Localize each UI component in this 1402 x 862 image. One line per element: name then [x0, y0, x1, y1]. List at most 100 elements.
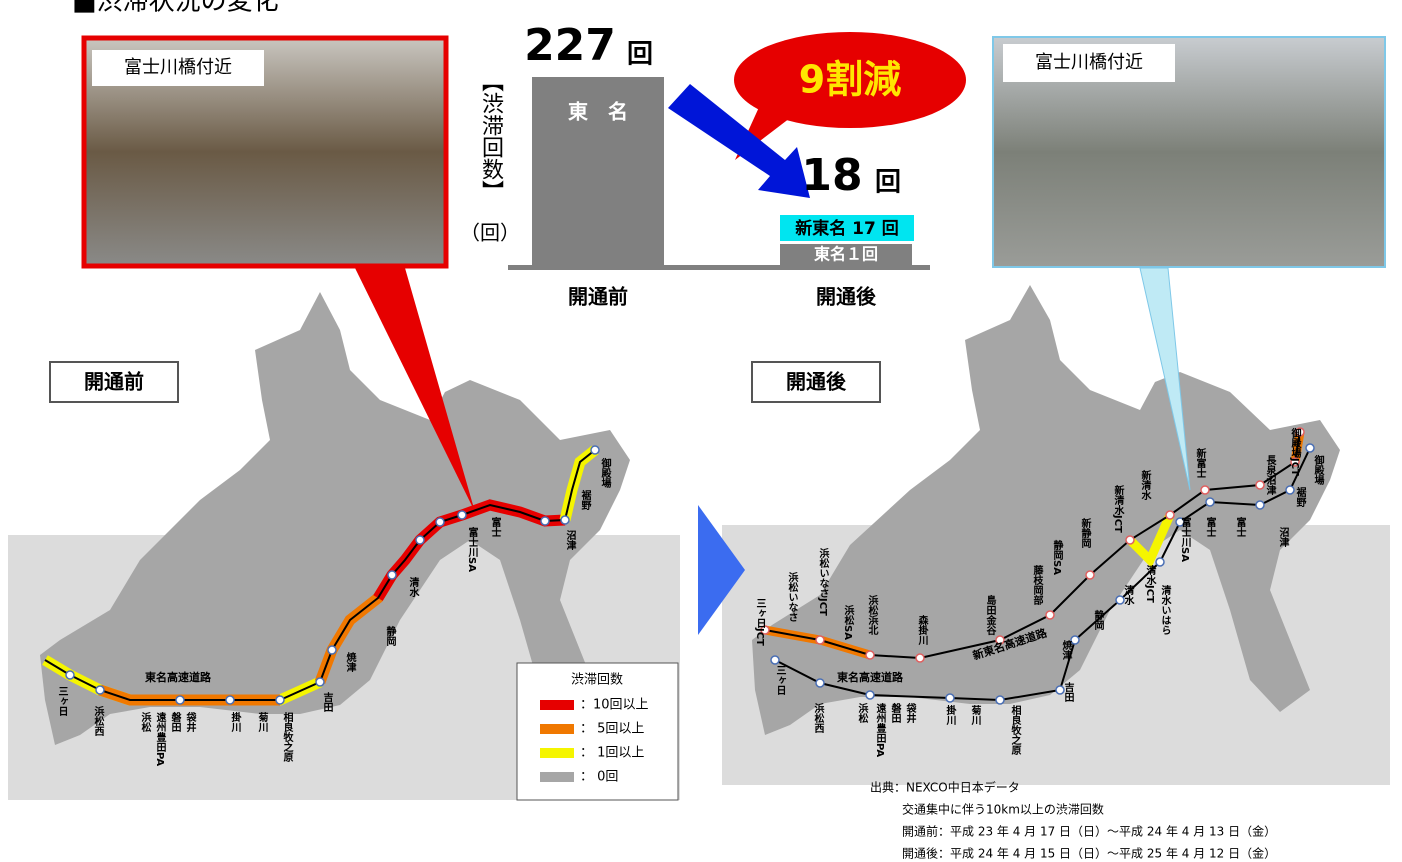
legend-swatch — [540, 772, 574, 782]
station-dot — [1255, 500, 1265, 510]
station-dot — [590, 445, 600, 455]
station-label: 浜松西 — [92, 705, 104, 737]
station-dot — [760, 625, 770, 635]
label-box — [780, 215, 914, 241]
station-dot — [1290, 457, 1300, 467]
station-label: 長泉沼津 — [1264, 455, 1277, 496]
legend-swatch — [540, 724, 574, 734]
station-label: 新静岡 — [1079, 517, 1091, 549]
source-line: 出典：NEXCO中日本データ — [870, 780, 1020, 795]
station-dot — [315, 677, 325, 687]
station-dot — [457, 510, 467, 520]
station-label: 裾野 — [579, 489, 591, 511]
page-title: ■渋滞状況の変化 — [72, 0, 279, 17]
x-tick-label: 開通後 — [816, 285, 877, 309]
unit-label: 回 — [627, 40, 653, 70]
road — [774, 447, 1311, 702]
x-tick-label: 開通前 — [568, 285, 628, 309]
station-label: 沼津 — [1277, 526, 1289, 548]
station-dot — [1125, 535, 1135, 545]
station-dot — [1205, 497, 1215, 507]
station-dot — [175, 695, 185, 705]
station-dot — [815, 635, 825, 645]
station-label: 清水 — [1122, 584, 1135, 606]
map-tag: 開通後 — [786, 370, 847, 394]
map-tag: 開通前 — [84, 370, 144, 394]
source-line: 交通集中に伴う10km以上の渋滞回数 — [902, 802, 1104, 817]
station-label: 御殿場 — [599, 457, 612, 489]
value-label: 227 — [524, 20, 616, 71]
station-label: 浜松いなさJCT — [817, 547, 829, 616]
station-label: 掛川 — [229, 711, 242, 733]
map-tag-box — [751, 361, 881, 403]
station-dot — [275, 695, 285, 705]
station-label: 掛川 — [944, 704, 957, 726]
arrow — [668, 84, 810, 198]
photo-caption-box — [1003, 44, 1175, 82]
station-dot — [1165, 510, 1175, 520]
legend-title: 渋滞回数 — [571, 673, 623, 688]
station-dot — [1295, 427, 1305, 437]
station-dot — [415, 535, 425, 545]
station-dot — [387, 570, 397, 580]
station-label: 袋井 — [904, 702, 917, 724]
station-label: 磐田 — [169, 711, 181, 733]
station-label: 三ヶ日JCT — [754, 598, 766, 646]
arrow — [698, 505, 745, 635]
station-label: 浜松 — [139, 711, 151, 733]
station-dot — [1200, 485, 1210, 495]
station-label: 静岡 — [384, 625, 396, 647]
callout — [355, 268, 475, 512]
station-label: 磐田 — [889, 702, 901, 724]
station-label: 静岡 — [1092, 609, 1104, 631]
station-label: 相良牧之原 — [1009, 704, 1021, 756]
total-label: 18 — [801, 150, 862, 201]
station-label: 浜松SA — [842, 604, 854, 640]
station-dot — [995, 695, 1005, 705]
station-dot — [1175, 517, 1185, 527]
source-line: 開通後：平成 24 年 4 月 15 日（日）～平成 25 年 4 月 12 日… — [902, 846, 1276, 861]
legend-label: ：10回以上 — [580, 698, 649, 713]
photo-caption-box — [92, 50, 264, 86]
source-line: 開通前：平成 23 年 4 月 17 日（日）～平成 24 年 4 月 13 日… — [902, 824, 1276, 839]
station-dot — [770, 655, 780, 665]
station-label: 富士川SA — [1179, 516, 1192, 562]
station-label: 清水 — [407, 576, 420, 598]
station-label: 島田金谷 — [984, 594, 997, 636]
station-label: 焼津 — [1060, 639, 1072, 661]
station-dot — [225, 695, 235, 705]
annotation: 9割減 — [799, 58, 901, 102]
photo-caption: 富士川橋付近 — [124, 57, 232, 78]
station-dot — [865, 690, 875, 700]
station-label: 清水いはら — [1159, 584, 1172, 636]
station-label: 富士 — [1234, 516, 1246, 537]
station-label: 袋井 — [184, 711, 197, 733]
station-label: 沼津 — [564, 529, 576, 551]
station-label: 吉田 — [1062, 681, 1074, 703]
station-label: 吉田 — [321, 691, 333, 713]
station-label: 浜松いなさ — [786, 571, 798, 622]
station-label: 御殿場JCT — [1289, 427, 1302, 476]
station-dot — [945, 693, 955, 703]
station-dot — [1045, 610, 1055, 620]
station-label: 清水JCT — [1144, 564, 1157, 603]
road-label: 東名高速道路 — [837, 670, 904, 684]
photo-caption: 富士川橋付近 — [1035, 52, 1143, 73]
station-label: 菊川 — [256, 711, 269, 733]
road-label: 東名高速道路 — [145, 670, 212, 684]
station-dot — [1285, 485, 1295, 495]
station-dot — [1155, 557, 1165, 567]
legend-swatch — [540, 700, 574, 710]
bar — [532, 77, 664, 265]
station-label: 新富士 — [1194, 447, 1206, 478]
station-dot — [1055, 685, 1065, 695]
legend-swatch — [540, 748, 574, 758]
station-label: 菊川 — [969, 704, 982, 726]
station-label: 森掛川 — [916, 614, 929, 646]
station-label: 富士川SA — [466, 526, 479, 572]
station-dot — [327, 645, 337, 655]
y-axis-label: 【渋滞回数】 — [478, 70, 504, 202]
segment-label: 新東名 17 回 — [795, 218, 899, 239]
bar-label: 東 名 — [568, 100, 628, 124]
